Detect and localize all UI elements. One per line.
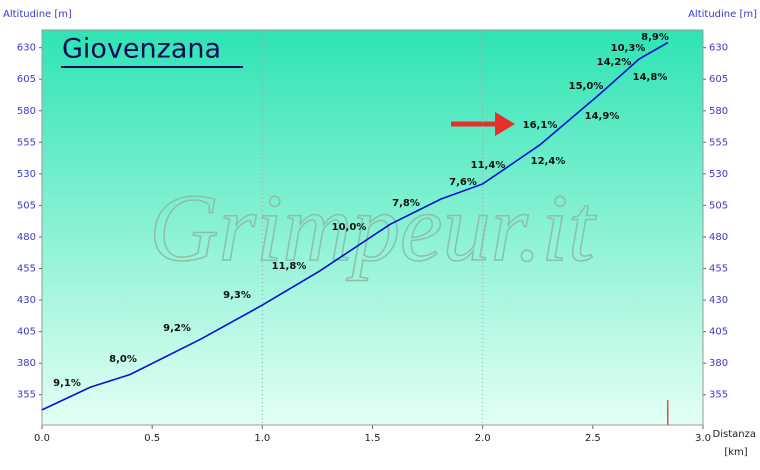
gradient-label: 14,8% [633, 72, 668, 83]
y2-tick-label: 555 [709, 137, 728, 148]
profile-line [41, 41, 669, 411]
y2-tick-label: 480 [709, 232, 728, 243]
y-axis-label: Altitudine [m] [3, 9, 72, 20]
gradient-label: 15,0% [569, 81, 604, 92]
x-tick-label: 1.5 [365, 433, 381, 444]
y-tick-label: 355 [17, 390, 36, 401]
gradient-label: 14,9% [585, 111, 620, 122]
y2-tick-label: 630 [709, 43, 728, 54]
y2-tick-label: 530 [709, 169, 728, 180]
y-tick-label: 405 [17, 327, 36, 338]
x-tick-label: 1.0 [254, 433, 270, 444]
y-tick-label: 380 [17, 358, 36, 369]
x-axis-label: Distanza [713, 429, 756, 440]
gradient-label: 9,2% [163, 323, 191, 334]
gradient-label: 7,6% [449, 177, 477, 188]
gradient-label: 10,0% [332, 222, 367, 233]
y-tick-label: 555 [17, 137, 36, 148]
y2-tick-label: 605 [709, 74, 728, 85]
y2-tick-label: 430 [709, 295, 728, 306]
gradient-label: 10,3% [611, 43, 646, 54]
x-tick-label: 0.0 [34, 433, 50, 444]
gradient-label: 8,0% [109, 354, 137, 365]
y2-tick-label: 455 [709, 264, 728, 275]
watermark: Grimpeur.it [149, 174, 597, 281]
y-tick-label: 480 [17, 232, 36, 243]
x-tick-label: 3.0 [695, 433, 711, 444]
x-tick-label: 2.5 [585, 433, 601, 444]
y-tick-label: 630 [17, 43, 36, 54]
y2-tick-label: 380 [709, 358, 728, 369]
y2-tick-label: 505 [709, 200, 728, 211]
y-tick-label: 530 [17, 169, 36, 180]
arrow [451, 112, 515, 136]
y-tick-label: 455 [17, 264, 36, 275]
gradient-label: 16,1% [523, 120, 558, 131]
x-axis-unit: [km] [724, 447, 747, 458]
x-tick-label: 2.0 [475, 433, 491, 444]
gradient-label: 12,4% [531, 156, 566, 167]
gradient-label: 11,4% [471, 160, 506, 171]
y2-axis-label: Altitudine [m] [688, 9, 757, 20]
y-tick-label: 430 [17, 295, 36, 306]
gradient-label: 7,8% [392, 198, 420, 209]
y2-tick-label: 580 [709, 106, 728, 117]
chart-title: Giovenzana [62, 34, 221, 65]
gradient-label: 8,9% [641, 32, 669, 43]
y-tick-label: 580 [17, 106, 36, 117]
y2-tick-label: 355 [709, 390, 728, 401]
y2-tick-label: 405 [709, 327, 728, 338]
plot-frame [41, 29, 704, 426]
gradient-label: 9,3% [223, 290, 251, 301]
gradient-label: 14,2% [597, 57, 632, 68]
x-tick-label: 0.5 [144, 433, 160, 444]
plot-area [42, 30, 703, 425]
y-tick-label: 505 [17, 200, 36, 211]
gradient-label: 11,8% [272, 261, 307, 272]
y-tick-label: 605 [17, 74, 36, 85]
gradient-label: 9,1% [53, 378, 81, 389]
